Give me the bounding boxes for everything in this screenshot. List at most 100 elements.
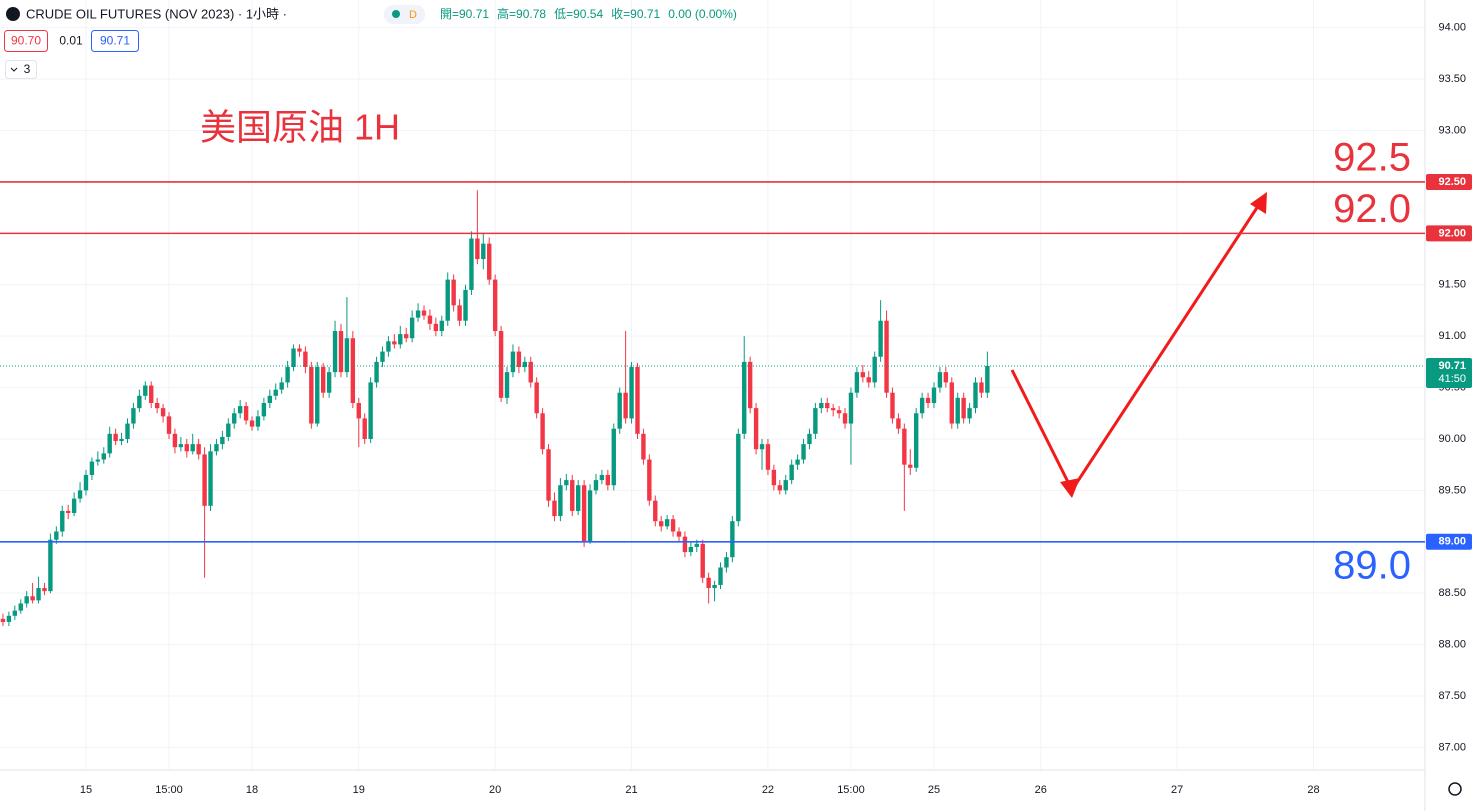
candle-body: [807, 433, 812, 445]
level-axis-label: 92.00: [1438, 227, 1466, 239]
candle-body: [36, 588, 41, 601]
candle-body: [392, 341, 397, 345]
candle-body: [119, 438, 124, 442]
indicator-toggle[interactable]: [5, 60, 37, 79]
symbol-icon[interactable]: [6, 7, 20, 21]
candle-body: [469, 238, 474, 290]
candle-body: [178, 444, 184, 448]
x-tick-label: 22: [762, 784, 774, 796]
candle-body: [724, 557, 729, 568]
arrow-head: [1060, 478, 1080, 498]
candle-body: [30, 596, 35, 601]
candle-body: [172, 433, 178, 448]
candle-body: [42, 588, 47, 592]
candle-body: [184, 444, 189, 452]
candle-body: [575, 485, 581, 511]
candle-body: [190, 444, 195, 452]
candle-body: [24, 596, 29, 604]
x-tick-label: 15:00: [837, 784, 865, 796]
candle-body: [487, 243, 492, 280]
x-tick-label: 21: [625, 784, 637, 796]
candle-body: [65, 510, 71, 513]
candle-body: [937, 372, 943, 388]
candle-body: [611, 428, 616, 486]
ask-box[interactable]: [91, 30, 139, 52]
candle-body: [925, 397, 931, 403]
last-price-tag: [1426, 357, 1472, 388]
candle-body: [475, 238, 480, 260]
candle-body: [522, 361, 528, 368]
y-tick-label: 88.00: [1438, 638, 1466, 650]
candle-body: [605, 474, 611, 486]
candle-body: [77, 490, 83, 499]
candle-body: [629, 367, 634, 419]
y-tick-label: 94.00: [1438, 22, 1466, 34]
candle-body: [973, 382, 978, 409]
candle-body: [451, 279, 456, 306]
y-tick-label: 93.00: [1438, 124, 1466, 136]
candle-body: [398, 334, 403, 345]
candle-body: [131, 408, 136, 424]
legend-item: 高=90.78: [497, 6, 546, 21]
candle-body: [872, 356, 877, 383]
candle-body: [765, 444, 771, 470]
candle-body: [830, 408, 836, 411]
ask-price: 90.71: [100, 34, 130, 48]
candle-body: [320, 367, 326, 393]
candle-body: [113, 433, 118, 442]
candle-body: [759, 444, 765, 450]
countdown-label: 41:50: [1438, 373, 1466, 385]
candle-body: [255, 416, 261, 427]
candle-body: [955, 397, 960, 424]
level-annotation: 92.5: [1333, 136, 1411, 180]
y-tick-label: 88.50: [1438, 587, 1466, 599]
level-tag: [1426, 173, 1472, 190]
y-tick-label: 90.00: [1438, 433, 1466, 445]
candle-body: [149, 385, 154, 403]
candle-body: [368, 382, 373, 439]
candle-body: [943, 372, 949, 383]
candle-body: [801, 444, 806, 460]
x-tick-label: 15:00: [155, 784, 183, 796]
y-tick-label: 91.50: [1438, 279, 1466, 291]
bid-box[interactable]: [4, 30, 48, 52]
candle-body: [878, 320, 883, 357]
candle-body: [445, 279, 450, 321]
candle-body: [202, 454, 207, 506]
status-pill[interactable]: [384, 5, 425, 24]
settings-icon[interactable]: [1448, 782, 1462, 796]
symbol-title[interactable]: CRUDE OIL FUTURES (NOV 2023) · 1小時 ·: [26, 6, 287, 21]
candle-body: [48, 539, 53, 592]
candle-body: [854, 372, 860, 393]
candle-body: [819, 402, 824, 409]
candle-body: [404, 334, 409, 339]
candle-body: [166, 416, 172, 434]
candle-body: [842, 413, 848, 424]
candle-body: [315, 367, 320, 424]
x-tick-label: 18: [246, 784, 258, 796]
candle-body: [635, 367, 640, 434]
level-tag: [1426, 533, 1472, 550]
candle-body: [332, 331, 338, 373]
candle-body: [789, 464, 794, 481]
candle-body: [226, 423, 231, 437]
y-tick-label: 89.50: [1438, 484, 1466, 496]
candle-body: [356, 402, 361, 419]
candle-body: [587, 490, 593, 542]
legend-item: 低=90.54: [554, 7, 603, 21]
candle-body: [492, 279, 498, 332]
chevron: [10, 67, 18, 72]
candle-body: [89, 461, 95, 475]
candle-body: [285, 367, 290, 383]
candle-body: [931, 387, 937, 403]
last-price-label: 90.71: [1438, 360, 1466, 372]
candle-body: [967, 408, 972, 419]
candle-body: [232, 413, 237, 424]
candle-body: [736, 433, 741, 522]
candle-body: [273, 389, 278, 396]
candle-body: [279, 382, 284, 390]
candle-body: [718, 567, 723, 585]
candle-body: [249, 420, 255, 427]
candle-body: [421, 310, 427, 316]
